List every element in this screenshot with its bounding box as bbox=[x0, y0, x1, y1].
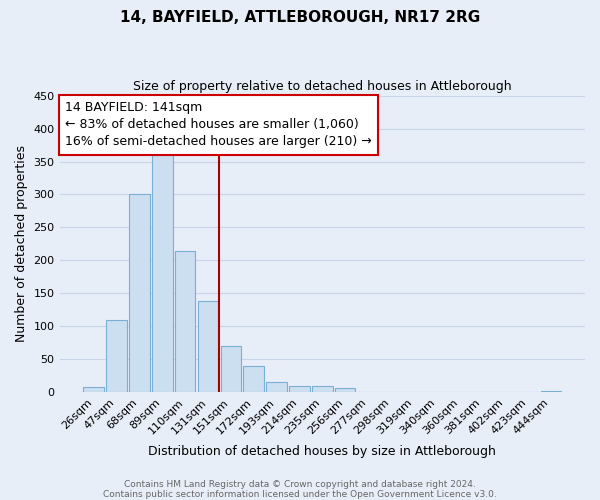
Bar bbox=[289, 386, 310, 392]
Text: 14, BAYFIELD, ATTLEBOROUGH, NR17 2RG: 14, BAYFIELD, ATTLEBOROUGH, NR17 2RG bbox=[120, 10, 480, 25]
Bar bbox=[541, 391, 561, 392]
Bar bbox=[266, 382, 287, 392]
Bar bbox=[198, 302, 218, 392]
Bar bbox=[129, 194, 150, 392]
Bar bbox=[83, 387, 104, 392]
Bar bbox=[312, 386, 332, 392]
Text: 14 BAYFIELD: 141sqm
← 83% of detached houses are smaller (1,060)
16% of semi-det: 14 BAYFIELD: 141sqm ← 83% of detached ho… bbox=[65, 102, 371, 148]
Bar bbox=[335, 388, 355, 392]
Text: Contains public sector information licensed under the Open Government Licence v3: Contains public sector information licen… bbox=[103, 490, 497, 499]
Bar bbox=[175, 250, 196, 392]
Bar bbox=[106, 320, 127, 392]
Bar bbox=[152, 155, 173, 392]
Title: Size of property relative to detached houses in Attleborough: Size of property relative to detached ho… bbox=[133, 80, 512, 93]
X-axis label: Distribution of detached houses by size in Attleborough: Distribution of detached houses by size … bbox=[148, 444, 496, 458]
Bar bbox=[244, 366, 264, 392]
Y-axis label: Number of detached properties: Number of detached properties bbox=[15, 146, 28, 342]
Text: Contains HM Land Registry data © Crown copyright and database right 2024.: Contains HM Land Registry data © Crown c… bbox=[124, 480, 476, 489]
Bar bbox=[221, 346, 241, 393]
